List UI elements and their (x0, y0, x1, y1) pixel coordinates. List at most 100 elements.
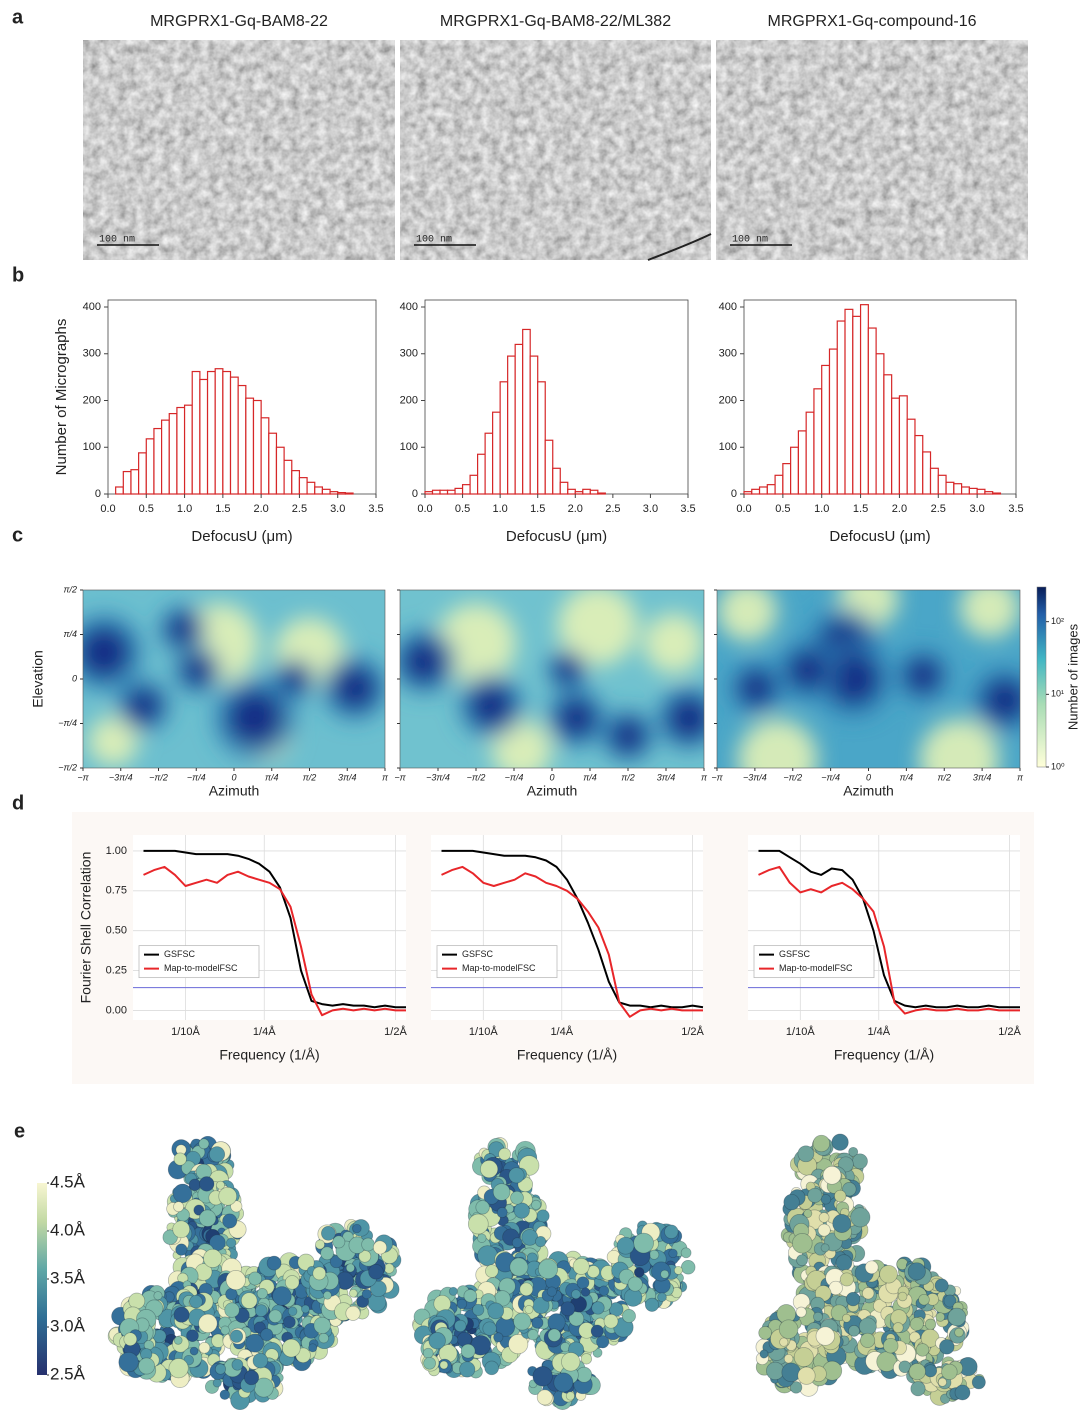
y-tick-label: π/2 (63, 584, 77, 594)
bar (446, 489, 456, 495)
bar (283, 459, 293, 495)
density-lobe (172, 1183, 193, 1204)
density-lobe (560, 1301, 576, 1317)
legend-label: GSFSC (462, 949, 494, 959)
density-lobe (189, 1294, 203, 1309)
density-high (610, 717, 646, 754)
density-lobe (508, 1167, 525, 1184)
y-tick-label: 300 (719, 348, 737, 360)
density-lobe (219, 1389, 230, 1400)
y-tick-label: 0.75 (106, 885, 127, 897)
density-high (982, 678, 1020, 723)
bar (589, 489, 599, 495)
x-tick-label: 1/4Å (867, 1025, 890, 1038)
bar (329, 491, 339, 495)
density-lobe (915, 1343, 930, 1357)
y-tick-label: 400 (83, 301, 101, 313)
density-lobe (796, 1254, 808, 1267)
bar (929, 467, 939, 495)
density-lobe (797, 1366, 816, 1385)
x-tick-label: 3π/4 (973, 772, 992, 782)
fsc-curve (758, 865, 1020, 1015)
density-lobe (918, 1293, 930, 1306)
density-lobe (897, 1291, 908, 1302)
density-map (400, 590, 704, 768)
density-lobe (423, 1356, 436, 1370)
x-tick-label: 1.5 (530, 503, 545, 515)
density-lobe (822, 1165, 842, 1185)
bar (153, 427, 163, 495)
density-lobe (803, 1209, 813, 1218)
bar (922, 451, 932, 495)
density-lobe (781, 1362, 801, 1383)
y-tick-label: 100 (400, 441, 418, 453)
x-tick-label: 0.5 (455, 503, 470, 515)
bar (529, 355, 539, 495)
density-lobe (820, 1243, 830, 1253)
density-lobe (815, 1326, 835, 1346)
density-high (181, 654, 214, 687)
density-lobe (576, 1366, 593, 1383)
density-lobe (510, 1190, 524, 1205)
x-tick-label: 0.5 (775, 503, 790, 515)
x-tick-label: −π/2 (783, 772, 802, 782)
panel-label: d (12, 792, 24, 814)
x-tick-label: 0 (549, 772, 554, 782)
density-lobe (759, 1349, 769, 1359)
x-tick-label: 0.0 (736, 503, 751, 515)
legend-box (753, 945, 875, 979)
x-tick-label: −π/4 (187, 772, 206, 782)
density-lobe (758, 1326, 773, 1340)
density-lobe (308, 1343, 318, 1353)
density-lobe (596, 1335, 610, 1349)
density-lobe (456, 1298, 468, 1310)
density-lobe (644, 1297, 660, 1312)
bar (898, 395, 908, 495)
bar (469, 474, 479, 495)
density-lobe (138, 1357, 156, 1375)
density-lobe (862, 1287, 875, 1300)
x-tick-label: 1/10Å (171, 1025, 200, 1038)
legend-label: GSFSC (164, 949, 196, 959)
bar (774, 474, 784, 495)
legend-box (138, 945, 260, 979)
plot-area (133, 835, 406, 1020)
density-lobe (531, 1199, 542, 1210)
y-tick-label: 400 (400, 301, 418, 313)
micrograph-title: MRGPRX1-Gq-BAM8-22 (150, 13, 328, 30)
bar (968, 487, 978, 495)
bar (844, 308, 854, 495)
x-tick-label: −3π/4 (426, 772, 450, 782)
density-lobe (226, 1237, 237, 1249)
bar (229, 376, 239, 495)
carbon-edge (647, 233, 712, 261)
density-high (280, 665, 309, 693)
density-lobe (598, 1285, 610, 1296)
y-tick-label: 0.00 (106, 1004, 127, 1016)
density-lobe (198, 1138, 210, 1150)
bar (161, 419, 170, 495)
density-lobe (622, 1309, 636, 1323)
density-lobe (882, 1337, 899, 1354)
y-tick-label: π/4 (63, 629, 77, 639)
x-axis-label: DefocusU (μm) (506, 528, 607, 545)
bar (183, 404, 193, 495)
bar (439, 489, 449, 495)
x-axis-label: Azimuth (209, 783, 260, 799)
density-lobe (230, 1200, 243, 1213)
density-lobe (783, 1193, 800, 1211)
bar (906, 418, 916, 495)
density-lobe (248, 1271, 263, 1286)
micrograph (83, 40, 395, 260)
bar (191, 370, 201, 495)
micrograph (400, 40, 711, 260)
colorbar-tick-label: 3.5Å (50, 1268, 86, 1287)
density-lobe (212, 1378, 222, 1388)
density-lobe (467, 1213, 489, 1235)
x-tick-label: π/4 (900, 772, 914, 782)
density-lobe (128, 1292, 146, 1310)
x-axis-label: Azimuth (843, 783, 894, 799)
density-lobe (839, 1272, 854, 1287)
bar (344, 492, 354, 495)
density-lobe (439, 1360, 449, 1370)
